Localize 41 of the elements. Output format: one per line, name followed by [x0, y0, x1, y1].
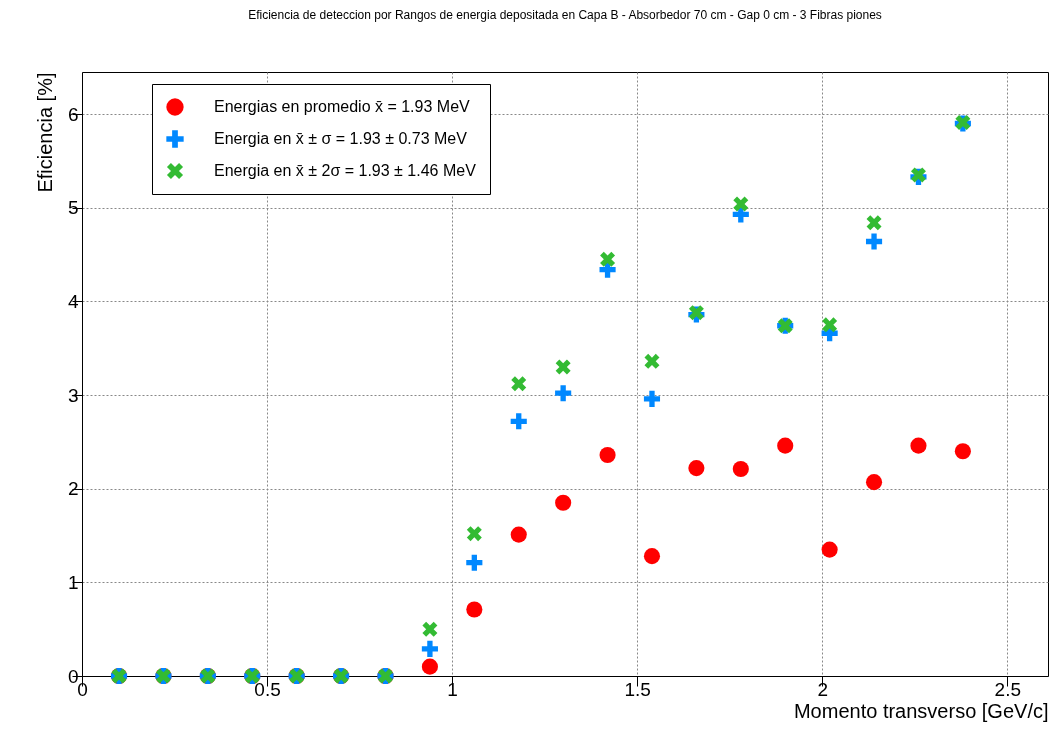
x-tick-label: 0.5: [254, 678, 281, 700]
y-axis-title: Eficiencia [%]: [33, 72, 56, 193]
point: [732, 461, 749, 478]
point: [910, 437, 927, 454]
y-tick-label: 4: [67, 290, 79, 312]
point: [466, 526, 482, 542]
x-tick-label: 2: [817, 678, 829, 700]
point: [555, 385, 572, 402]
point: [555, 494, 572, 511]
point: [643, 390, 661, 407]
point: [643, 548, 661, 565]
point: [954, 443, 971, 460]
point: [733, 196, 749, 212]
y-tick-label: 5: [67, 197, 79, 219]
point: [822, 317, 838, 333]
point: [422, 621, 438, 637]
point: [688, 460, 705, 477]
point: [866, 215, 882, 231]
point: [599, 446, 616, 464]
point: [511, 376, 527, 392]
point: [466, 554, 483, 571]
point: [555, 359, 571, 375]
chart-title: Eficiencia de deteccion por Rangos de energia depositada en Capa B - Absorbedor 70 cm - Gap 0 cm - 3 Fibras piones: [248, 8, 882, 22]
x-axis-title: Momento transverso [GeV/c]: [793, 699, 1049, 722]
point: [510, 526, 527, 543]
point: [466, 601, 483, 618]
x-tick-label: 2.5: [994, 678, 1021, 700]
legend-label: Energias en promedio x̄ = 1.93 MeV: [214, 98, 471, 115]
point: [821, 541, 838, 558]
point: [644, 353, 660, 369]
point: [777, 437, 794, 454]
legend-label: Energia en x̄ ± σ = 1.93 ± 0.73 MeV: [214, 130, 468, 147]
y-tick-label: 1: [67, 571, 79, 593]
legend-label: Energia en x̄ ± 2σ = 1.93 ± 1.46 MeV: [214, 162, 477, 179]
point: [421, 658, 438, 675]
point: [865, 474, 883, 491]
point: [600, 251, 616, 267]
point: [510, 413, 527, 430]
point: [421, 640, 438, 657]
point: [865, 233, 883, 250]
x-tick-label: 1.5: [624, 678, 651, 700]
